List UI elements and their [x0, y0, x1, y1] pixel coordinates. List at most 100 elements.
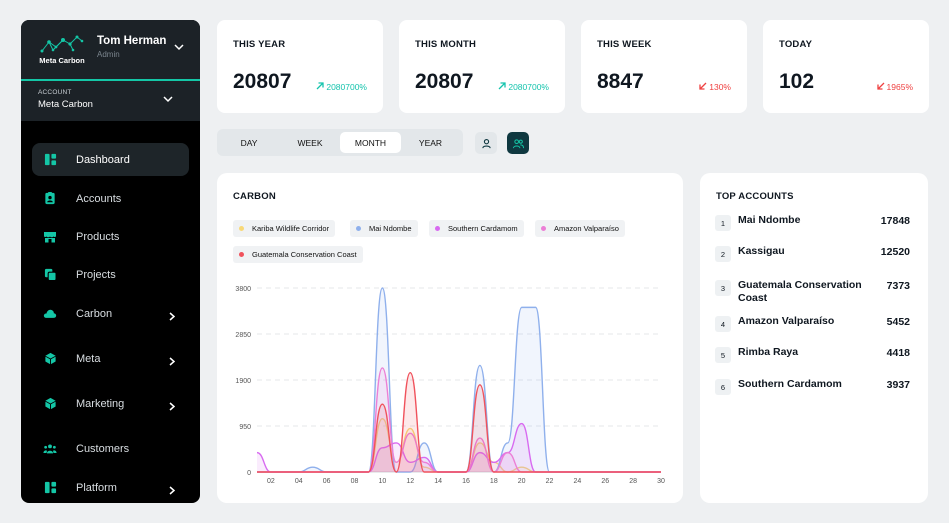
- sidebar-item-platform[interactable]: Platform: [32, 471, 189, 503]
- sidebar-item-customers[interactable]: Customers: [32, 432, 189, 465]
- stat-change: 130%: [699, 82, 731, 92]
- rank-badge: 3: [715, 280, 731, 296]
- chevron-right-icon: [169, 482, 176, 500]
- account-value: 5452: [886, 316, 910, 328]
- sidebar-item-label: Marketing: [76, 397, 125, 410]
- arrow-up-right-icon: [316, 82, 324, 92]
- arrow-down-left-icon: [699, 82, 707, 92]
- sidebar-item-marketing[interactable]: Marketing: [32, 387, 189, 420]
- rank-badge: 6: [715, 379, 731, 395]
- account-value: 17848: [880, 215, 910, 227]
- legend-item[interactable]: Amazon Valparaíso: [535, 220, 625, 237]
- top-accounts-card: TOP ACCOUNTS 1 Mai Ndombe 17848 2 Kassigau 12…: [700, 173, 928, 503]
- chevron-right-icon: [169, 398, 176, 416]
- user-name: Tom Herman: [97, 34, 167, 47]
- user-menu[interactable]: Meta Carbon Tom Herman Admin: [21, 20, 200, 79]
- account-value: 12520: [880, 246, 910, 258]
- y-tick-label: 0: [247, 470, 251, 477]
- sidebar-item-meta[interactable]: Meta: [32, 342, 189, 375]
- top-accounts-title: TOP ACCOUNTS: [716, 191, 794, 202]
- stat-change: 1965%: [876, 82, 913, 92]
- sidebar-item-carbon[interactable]: Carbon: [32, 297, 189, 330]
- copy-icon: [43, 268, 57, 282]
- y-tick-label: 950: [239, 424, 251, 431]
- stat-change: 2080700%: [316, 82, 367, 92]
- chevron-down-icon[interactable]: [163, 96, 173, 103]
- sidebar-item-projects[interactable]: Projects: [32, 258, 189, 291]
- x-tick-label: 14: [434, 478, 442, 485]
- account-name: Guatemala Conservation Coast: [738, 279, 862, 304]
- stat-change-value: 2080700%: [508, 82, 549, 92]
- x-tick-label: 30: [657, 478, 665, 485]
- account-selector[interactable]: ACCOUNT Meta Carbon: [21, 81, 200, 121]
- stat-value: 102: [779, 70, 815, 93]
- dashboard-icon: [43, 153, 57, 167]
- users-icon: [512, 138, 524, 148]
- legend-dot: [435, 226, 440, 231]
- series-area: [257, 418, 661, 472]
- account-value: Meta Carbon: [38, 99, 93, 110]
- series-line: [257, 372, 661, 473]
- account-value: 4418: [886, 347, 910, 359]
- store-icon: [43, 230, 57, 244]
- multi-user-view-button[interactable]: [507, 132, 529, 154]
- legend-label: Southern Cardamom: [448, 224, 518, 233]
- sidebar-item-accounts[interactable]: Accounts: [32, 182, 189, 215]
- legend-item[interactable]: Southern Cardamom: [429, 220, 524, 237]
- dashboard-icon: [43, 481, 57, 495]
- single-user-view-button[interactable]: [475, 132, 497, 154]
- stat-value: 20807: [415, 70, 474, 93]
- id-badge-icon: [43, 192, 57, 206]
- account-name: Kassigau: [738, 245, 785, 257]
- x-tick-label: 10: [378, 478, 386, 485]
- stat-change-value: 1965%: [886, 82, 913, 92]
- sidebar-item-label: Platform: [76, 481, 117, 494]
- logo-text: Meta Carbon: [39, 55, 85, 65]
- stat-card-today: TODAY 102 1965%: [763, 20, 929, 113]
- account-name: Amazon Valparaíso: [738, 315, 835, 327]
- series-line: [256, 422, 661, 473]
- tab-year[interactable]: YEAR: [418, 137, 443, 148]
- sidebar-item-products[interactable]: Products: [32, 220, 189, 253]
- sidebar-item-label: Customers: [76, 442, 130, 455]
- chart-title: CARBON: [233, 191, 276, 202]
- stat-card-this-week: THIS WEEK 8847 130%: [581, 20, 747, 113]
- account-name: Rimba Raya: [738, 346, 799, 358]
- legend-label: Amazon Valparaíso: [554, 224, 619, 233]
- user-role: Admin: [97, 49, 120, 59]
- stat-label: THIS YEAR: [233, 39, 286, 50]
- x-tick-label: 22: [546, 478, 554, 485]
- cube-icon: [43, 352, 57, 366]
- tab-day[interactable]: DAY: [240, 137, 258, 148]
- rank-badge: 4: [715, 316, 731, 332]
- y-tick-label: 1900: [235, 378, 251, 385]
- legend-dot: [356, 226, 361, 231]
- tab-week[interactable]: WEEK: [297, 137, 323, 148]
- x-tick-label: 20: [518, 478, 526, 485]
- stat-label: THIS MONTH: [415, 39, 477, 50]
- account-name: Southern Cardamom: [738, 378, 842, 390]
- legend-item[interactable]: Kariba Wildlife Corridor: [233, 220, 336, 237]
- rank-badge: 1: [715, 215, 731, 231]
- sidebar-item-label: Projects: [76, 268, 116, 281]
- legend-dot: [239, 252, 244, 257]
- legend-item[interactable]: Mai Ndombe: [350, 220, 418, 237]
- tab-month[interactable]: MONTH: [340, 132, 401, 153]
- account-value: 7373: [886, 280, 910, 292]
- stat-change: 2080700%: [498, 82, 549, 92]
- chevron-down-icon[interactable]: [174, 44, 184, 51]
- user-icon: [481, 138, 491, 148]
- x-tick-label: 06: [323, 478, 331, 485]
- carbon-chart-card: CARBON Kariba Wildlife Corridor Mai Ndomb…: [217, 173, 683, 503]
- cloud-icon: [43, 307, 57, 321]
- legend-dot: [239, 226, 244, 231]
- stat-label: THIS WEEK: [597, 39, 652, 50]
- x-tick-label: 24: [574, 478, 582, 485]
- x-tick-label: 12: [406, 478, 414, 485]
- sidebar-item-dashboard[interactable]: Dashboard: [32, 143, 189, 176]
- x-tick-label: 28: [629, 478, 637, 485]
- legend-item[interactable]: Guatemala Conservation Coast: [233, 246, 363, 263]
- x-tick-label: 04: [295, 478, 303, 485]
- x-tick-label: 08: [351, 478, 359, 485]
- y-tick-label: 2850: [235, 332, 251, 339]
